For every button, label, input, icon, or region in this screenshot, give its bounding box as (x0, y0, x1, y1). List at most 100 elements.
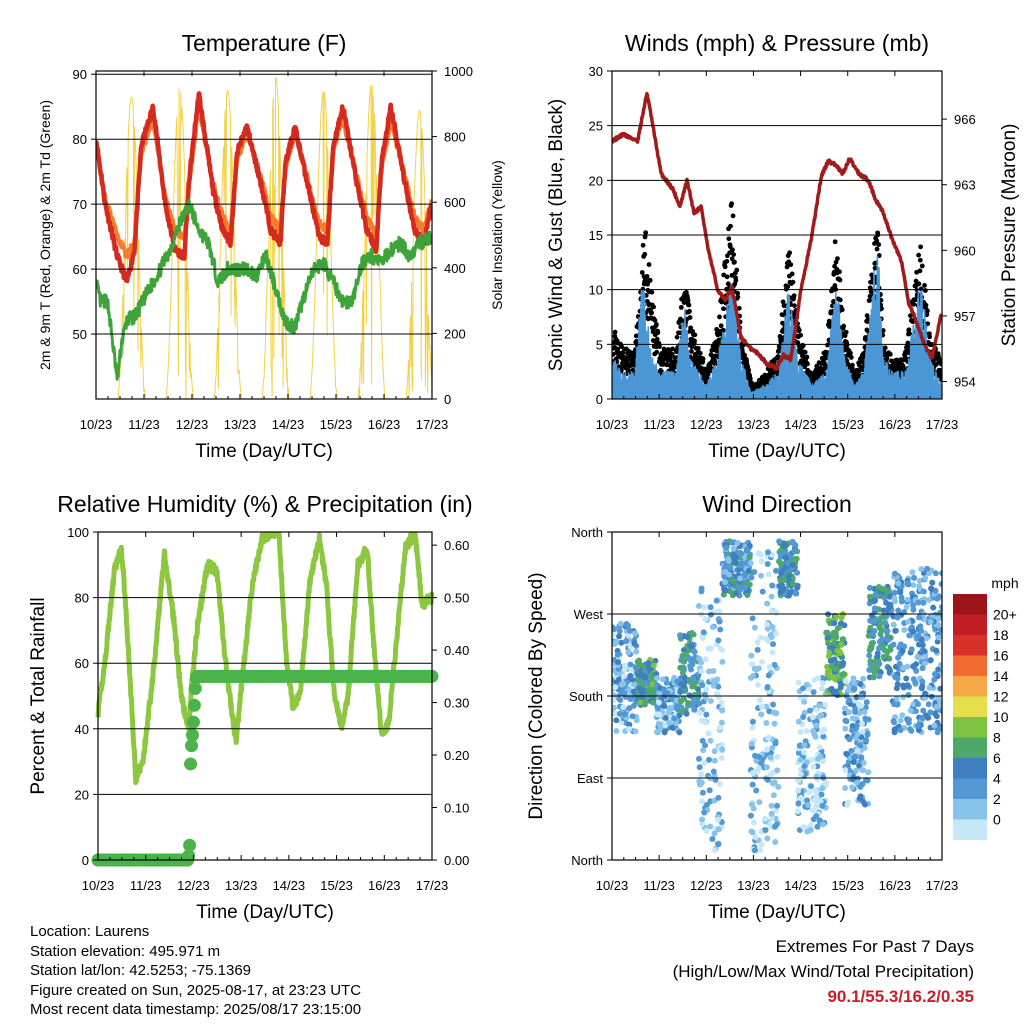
direction-point (718, 754, 725, 761)
direction-point (768, 810, 775, 817)
direction-point (612, 710, 619, 717)
direction-point (813, 773, 820, 780)
direction-point (816, 702, 823, 709)
direction-point (826, 649, 833, 656)
direction-point (819, 728, 826, 735)
y-right-tick-label: 963 (954, 178, 976, 193)
direction-point (765, 549, 772, 556)
gust-point (792, 303, 797, 309)
direction-point (817, 753, 824, 760)
direction-point (765, 734, 772, 741)
direction-point (650, 662, 657, 669)
direction-point (680, 682, 687, 689)
station-info: Location: Laurens Station elevation: 495… (30, 922, 361, 1020)
direction-point (612, 626, 618, 633)
direction-point (698, 771, 705, 778)
gust-point (670, 346, 675, 352)
gust-point (832, 239, 838, 245)
direction-point (925, 714, 932, 721)
direction-point (819, 802, 826, 809)
gust-point (777, 345, 783, 351)
direction-point (677, 632, 684, 639)
direction-point (781, 577, 788, 584)
direction-point (753, 787, 760, 794)
gust-point (864, 313, 870, 319)
direction-point (872, 592, 879, 599)
direction-point (885, 636, 892, 643)
direction-point (791, 555, 798, 562)
gust-point (837, 277, 843, 283)
y-tick-label: 50 (73, 327, 87, 342)
direction-point (707, 737, 714, 744)
direction-chart: 10/23 11/23 12/23 13/23 14/23 15/23 16/23 17/23… (526, 491, 1019, 923)
direction-point (846, 736, 853, 743)
y-axis-label: Sonic Wind & Gust (Blue, Black) (546, 99, 567, 371)
direction-point (696, 778, 703, 785)
solar-line (164, 88, 194, 399)
direction-point (933, 647, 940, 654)
y-tick-label: 20 (589, 173, 603, 188)
direction-point (892, 627, 899, 634)
direction-point (912, 708, 919, 715)
gust-point (917, 268, 923, 274)
direction-point (699, 816, 706, 823)
direction-point (838, 641, 845, 648)
direction-point (696, 655, 703, 662)
direction-point (623, 621, 630, 628)
direction-point (849, 727, 856, 734)
colorbar-label: 4 (993, 771, 1001, 787)
direction-point (758, 572, 765, 579)
direction-point (716, 724, 723, 731)
direction-point (721, 579, 728, 586)
direction-point (849, 715, 856, 722)
direction-point (686, 692, 693, 699)
direction-point (666, 719, 673, 726)
direction-point (795, 749, 802, 756)
gust-point (860, 359, 866, 365)
gust-point (642, 234, 648, 240)
direction-point (676, 729, 683, 736)
direction-point (935, 634, 942, 641)
direction-point (758, 703, 765, 710)
direction-point (656, 699, 663, 706)
direction-point (810, 728, 817, 735)
direction-point (639, 672, 646, 679)
series-sonic-wind (612, 255, 942, 399)
direction-point (785, 560, 792, 567)
direction-point (843, 718, 850, 725)
gust-point (802, 349, 808, 355)
direction-point (615, 659, 622, 666)
y-tick-label: 80 (75, 591, 89, 606)
direction-point (808, 783, 815, 790)
direction-point (876, 673, 883, 680)
direction-point (746, 581, 753, 588)
direction-point (877, 620, 884, 627)
direction-point (632, 630, 639, 637)
direction-point (797, 794, 804, 801)
direction-point (937, 626, 942, 633)
x-tick-label: 13/23 (737, 878, 770, 893)
direction-point (929, 579, 936, 586)
direction-point (772, 630, 779, 637)
direction-point (914, 633, 921, 640)
direction-point (938, 661, 942, 668)
y-axis-label: Percent & Total Rainfall (28, 597, 49, 794)
direction-point (778, 588, 785, 595)
direction-point (861, 708, 868, 715)
direction-point (891, 570, 898, 577)
solar-line (116, 96, 146, 399)
direction-point (756, 847, 763, 854)
direction-point (749, 724, 756, 731)
direction-point (919, 678, 926, 685)
x-tick-label: 17/23 (416, 878, 449, 893)
direction-point (671, 715, 678, 722)
gust-point (722, 264, 728, 270)
direction-point (850, 679, 857, 686)
direction-point (894, 675, 901, 682)
direction-point (778, 547, 785, 554)
colorbar-label: 20+ (993, 607, 1017, 623)
y-tick-label: 15 (589, 228, 603, 243)
direction-point (616, 710, 623, 717)
direction-point (806, 707, 813, 714)
direction-point (662, 722, 669, 729)
